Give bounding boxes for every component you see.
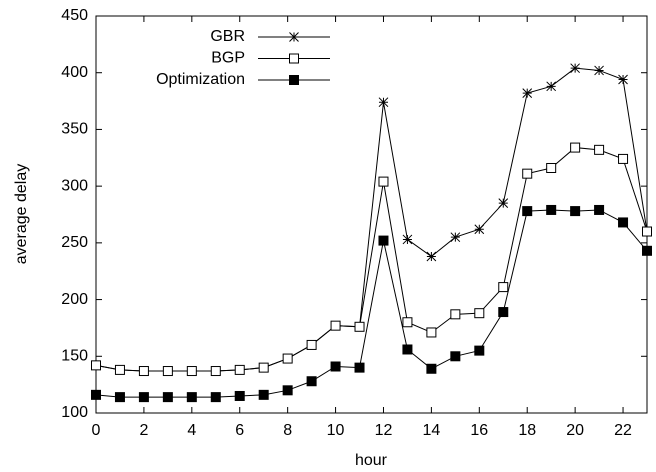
marker (258, 389, 269, 400)
marker (210, 366, 221, 377)
marker (354, 321, 365, 332)
x-tick-label: 6 (235, 422, 244, 439)
marker (450, 309, 461, 320)
y-tick-label: 450 (61, 7, 88, 24)
marker (378, 235, 389, 246)
x-tick-label: 14 (422, 422, 440, 439)
marker (258, 362, 269, 373)
marker (354, 362, 365, 373)
marker (450, 232, 461, 243)
marker (618, 217, 629, 228)
y-tick-label: 100 (61, 404, 88, 421)
marker (114, 364, 125, 375)
marker (282, 353, 293, 364)
marker (210, 392, 221, 403)
marker (570, 206, 581, 217)
marker (618, 153, 629, 164)
marker (426, 251, 437, 262)
marker (402, 344, 413, 355)
y-tick-label: 250 (61, 234, 88, 251)
marker (498, 282, 509, 293)
marker (330, 320, 341, 331)
x-tick-label: 12 (375, 422, 393, 439)
marker (546, 204, 557, 215)
marker (594, 65, 604, 76)
marker (138, 392, 149, 403)
x-tick-label: 22 (614, 422, 632, 439)
marker (186, 366, 197, 377)
marker (162, 392, 173, 403)
y-axis-label: average delay (13, 164, 30, 265)
marker (546, 162, 557, 173)
x-tick-label: 16 (470, 422, 488, 439)
marker (618, 74, 628, 85)
series-line (95, 209, 648, 398)
x-axis-label: hour (355, 452, 388, 469)
marker (234, 390, 245, 401)
marker (378, 176, 389, 187)
marker (306, 376, 317, 387)
marker (378, 97, 389, 108)
y-tick-label: 200 (61, 291, 88, 308)
x-tick-label: 2 (139, 422, 148, 439)
y-tick-label: 400 (61, 64, 88, 81)
marker (474, 345, 485, 356)
series-line (95, 67, 648, 372)
x-tick-label: 8 (283, 422, 292, 439)
x-tick-label: 18 (518, 422, 536, 439)
marker (498, 198, 509, 209)
marker (450, 351, 461, 362)
legend-marker (289, 32, 299, 42)
x-tick-label: 0 (92, 422, 101, 439)
marker (114, 392, 125, 403)
series-line (95, 147, 648, 372)
marker (426, 363, 437, 374)
marker (306, 339, 317, 350)
legend-label: BGP (211, 50, 245, 67)
marker (138, 366, 149, 377)
y-tick-label: 350 (61, 121, 88, 138)
y-tick-label: 300 (61, 177, 88, 194)
legend-marker (289, 53, 299, 64)
marker (546, 81, 557, 92)
marker (522, 168, 533, 179)
marker (91, 389, 101, 400)
x-tick-label: 20 (566, 422, 584, 439)
marker (474, 308, 485, 319)
plot-frame (95, 15, 648, 414)
marker (642, 226, 652, 237)
marker (570, 142, 581, 153)
legend-label: Optimization (156, 71, 245, 88)
legend-label: GBR (210, 28, 245, 45)
legend-marker (289, 75, 299, 85)
marker (426, 327, 437, 338)
marker (642, 245, 652, 256)
marker (594, 144, 605, 155)
marker (594, 204, 605, 215)
marker (234, 364, 245, 375)
marker (186, 392, 197, 403)
marker (474, 224, 485, 235)
marker (498, 307, 509, 318)
x-tick-label: 4 (187, 422, 196, 439)
marker (91, 360, 101, 371)
x-tick-label: 10 (327, 422, 345, 439)
marker (522, 206, 533, 217)
marker (162, 366, 173, 377)
marker (402, 234, 413, 245)
marker (402, 317, 413, 328)
marker (522, 88, 533, 98)
marker (570, 63, 580, 74)
marker (330, 361, 341, 372)
marker (282, 385, 293, 396)
y-tick-label: 150 (61, 348, 88, 365)
